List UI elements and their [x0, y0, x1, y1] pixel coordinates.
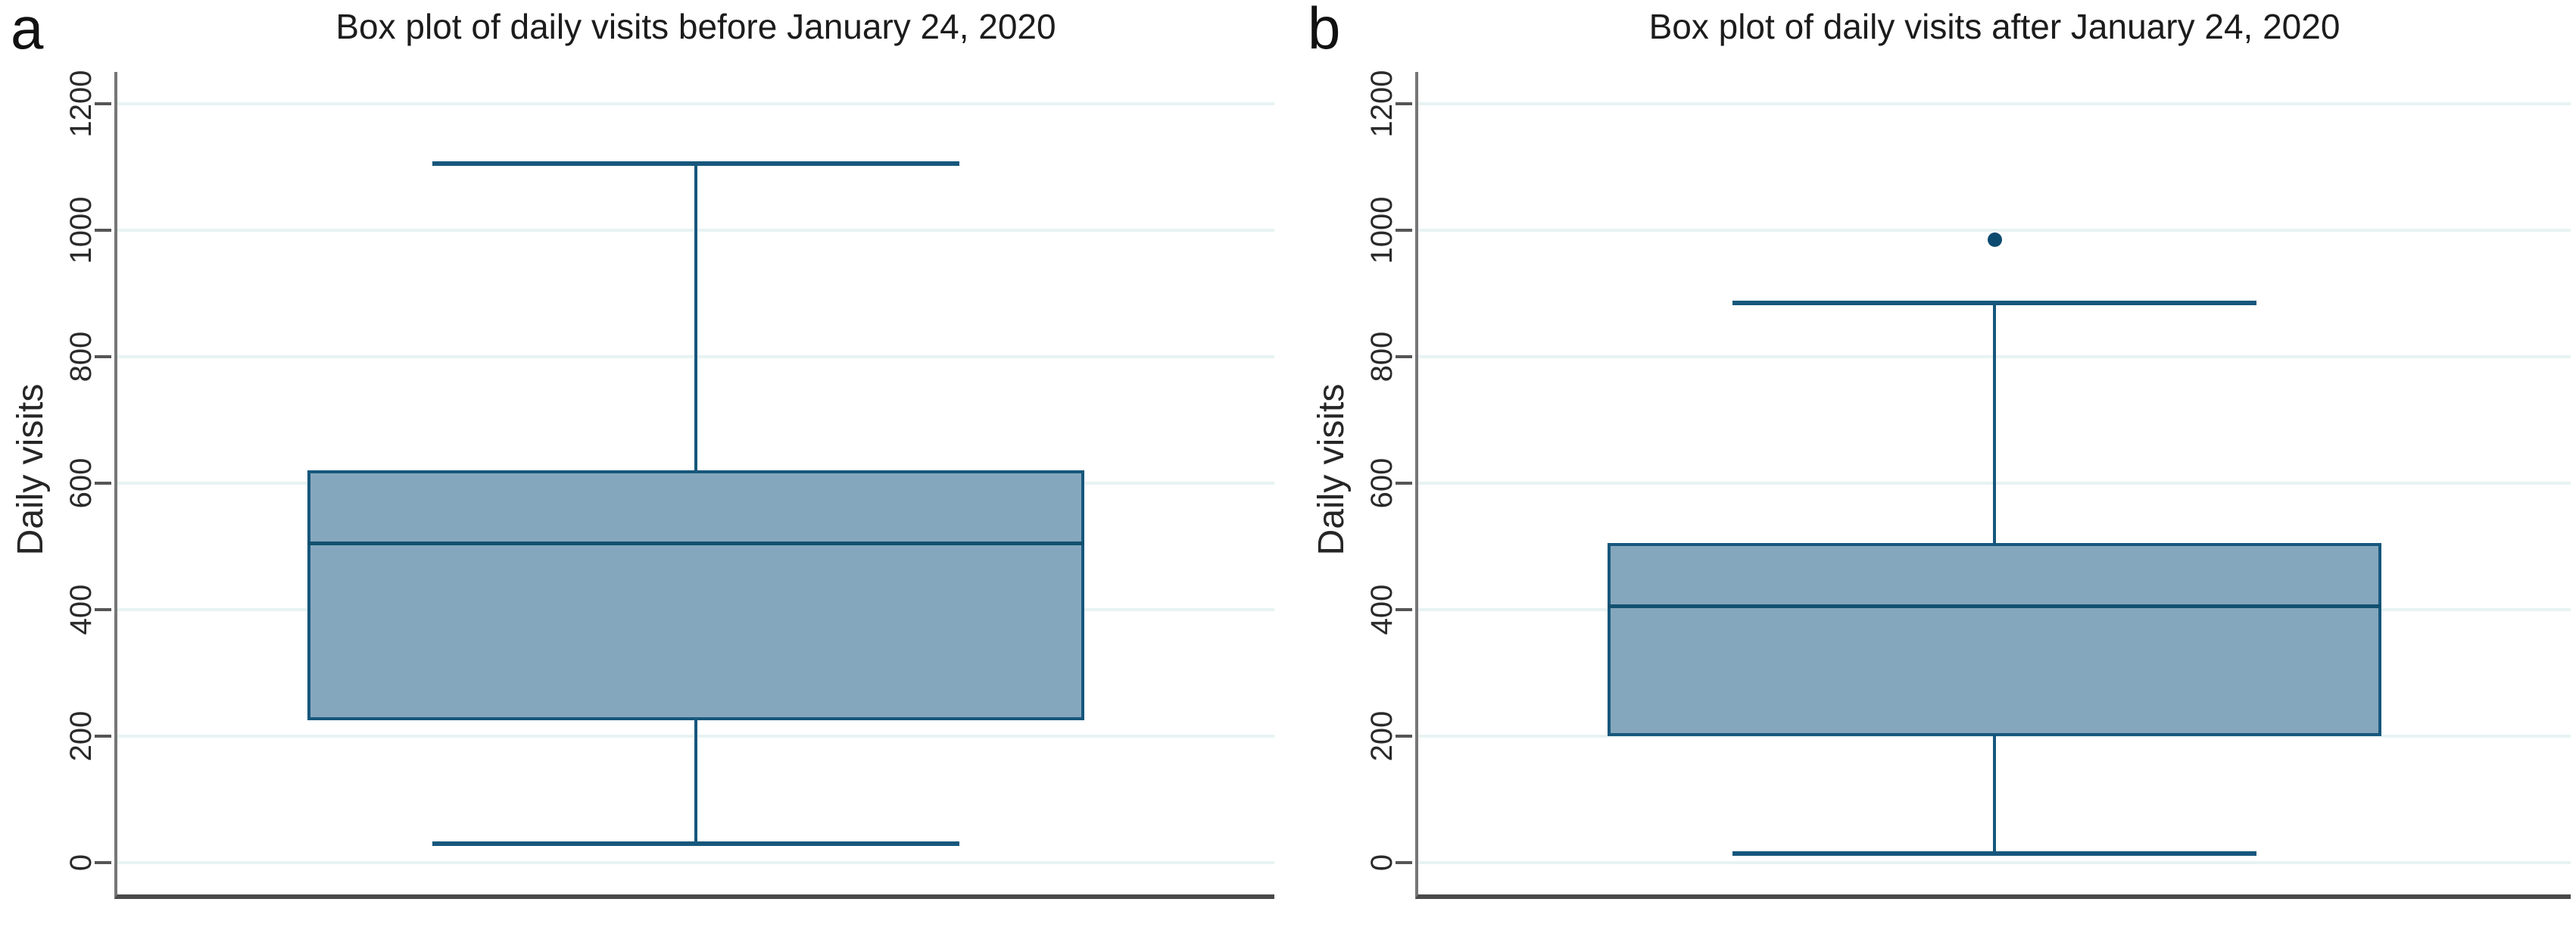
gridline [117, 101, 1274, 105]
y-axis-tick [1396, 735, 1412, 738]
y-tick-label: 1200 [1365, 70, 1399, 138]
y-tick-label: 800 [64, 331, 98, 382]
y-tick-label: 200 [64, 710, 98, 762]
y-tick-label: 1200 [64, 70, 98, 138]
y-axis-tick [1396, 228, 1412, 232]
upper-whisker-line [1993, 302, 1996, 544]
y-tick-label: 600 [1365, 457, 1399, 509]
gridline [1418, 101, 2571, 105]
panel-label-a: a [11, 0, 44, 61]
y-axis-tick [95, 861, 111, 865]
y-axis-tick [1396, 861, 1412, 865]
median-line [1607, 604, 2382, 609]
y-tick-label: 600 [64, 457, 98, 509]
gridline [1418, 228, 2571, 232]
y-tick-label: 400 [1365, 584, 1399, 635]
outlier-point [1987, 232, 2002, 247]
y-axis-tick [1396, 101, 1412, 105]
upper-whisker-cap [1732, 300, 2257, 305]
y-tick-label: 1000 [64, 196, 98, 264]
y-tick-label: 0 [64, 854, 98, 872]
iqr-box [307, 470, 1085, 721]
chart-title-a: Box plot of daily visits before January … [335, 7, 1056, 46]
y-axis-tick [95, 354, 111, 358]
panel-label-b: b [1308, 0, 1341, 61]
y-axis-tick [1396, 608, 1412, 612]
chart-title-b: Box plot of daily visits after January 2… [1648, 7, 2341, 46]
upper-whisker-line [694, 164, 697, 471]
lower-whisker-cap [432, 841, 959, 847]
y-axis-tick [95, 228, 111, 232]
y-axis-tick [95, 608, 111, 612]
y-axis-tick [1396, 354, 1412, 358]
gridline [117, 861, 1274, 865]
lower-whisker-line [1993, 736, 1996, 854]
gridline [1418, 861, 2571, 865]
y-tick-label: 800 [1365, 331, 1399, 382]
iqr-box [1607, 543, 2382, 737]
y-tick-label: 0 [1365, 854, 1399, 872]
y-axis-title-b: Daily visits [1311, 383, 1352, 556]
plot-area-a: 0 200 400 600 800 1000 1200 [64, 70, 1274, 899]
y-axis-tick [95, 482, 111, 485]
y-tick-label: 1000 [1365, 196, 1399, 264]
y-axis-tick [95, 101, 111, 105]
y-axis-title-a: Daily visits [11, 383, 51, 556]
y-tick-label: 400 [64, 584, 98, 635]
y-tick-label: 200 [1365, 710, 1399, 762]
plot-area-b: 0 200 400 600 800 1000 1200 [1365, 70, 2571, 899]
lower-whisker-line [694, 720, 697, 844]
y-axis-tick [1396, 482, 1412, 485]
median-line [307, 541, 1085, 545]
y-axis-tick [95, 735, 111, 738]
upper-whisker-cap [432, 161, 959, 167]
lower-whisker-cap [1732, 851, 2257, 856]
